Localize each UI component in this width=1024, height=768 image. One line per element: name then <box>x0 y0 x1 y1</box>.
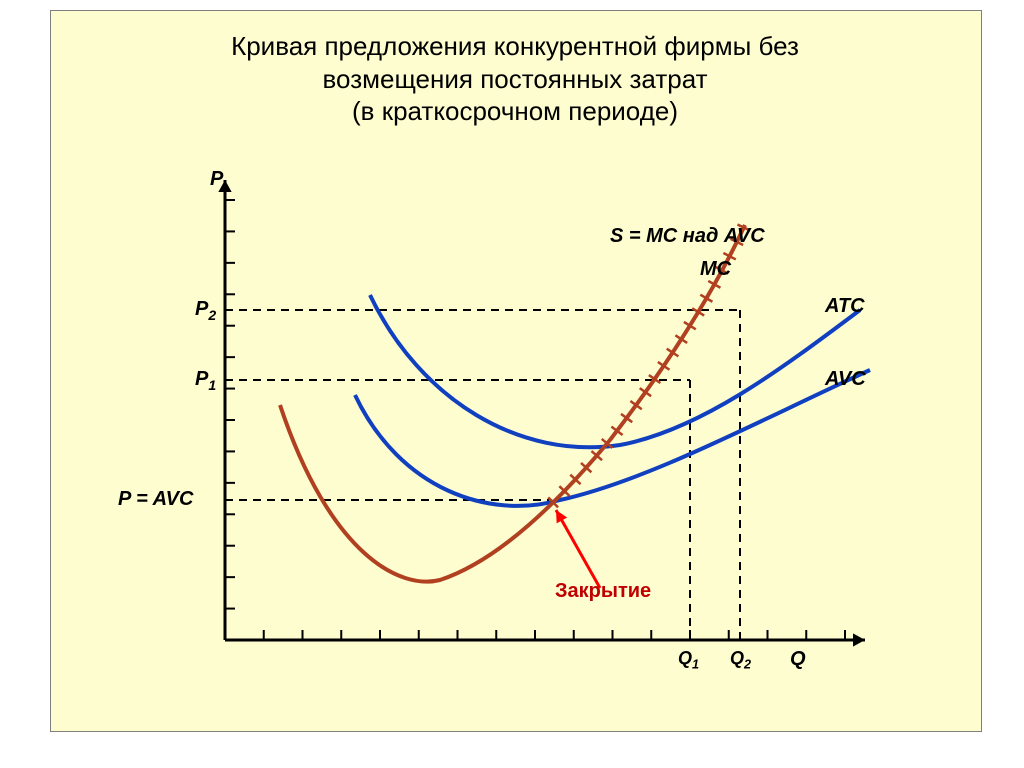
label-P2: P2 <box>195 298 216 323</box>
label-close: Закрытие <box>555 580 651 603</box>
label-Q2: Q2 <box>730 648 751 672</box>
label-Q1: Q1 <box>678 648 699 672</box>
atc-curve <box>370 295 860 447</box>
label-AVC: AVC <box>825 368 866 391</box>
canvas: Кривая предложения конкурентной фирмы бе… <box>0 0 1024 768</box>
label-P1: P1 <box>195 368 216 393</box>
label-ATC: ATC <box>825 295 865 318</box>
label-P: P <box>210 168 223 191</box>
label-Pavc: P = AVC <box>118 488 193 511</box>
x-axis-arrow <box>853 633 865 646</box>
label-S: S = MC над AVC <box>610 225 765 248</box>
close-arrow <box>556 510 600 588</box>
label-Q: Q <box>790 648 806 671</box>
label-MC: MC <box>700 258 731 281</box>
mc-curve <box>280 225 745 582</box>
chart-svg <box>0 0 1024 768</box>
